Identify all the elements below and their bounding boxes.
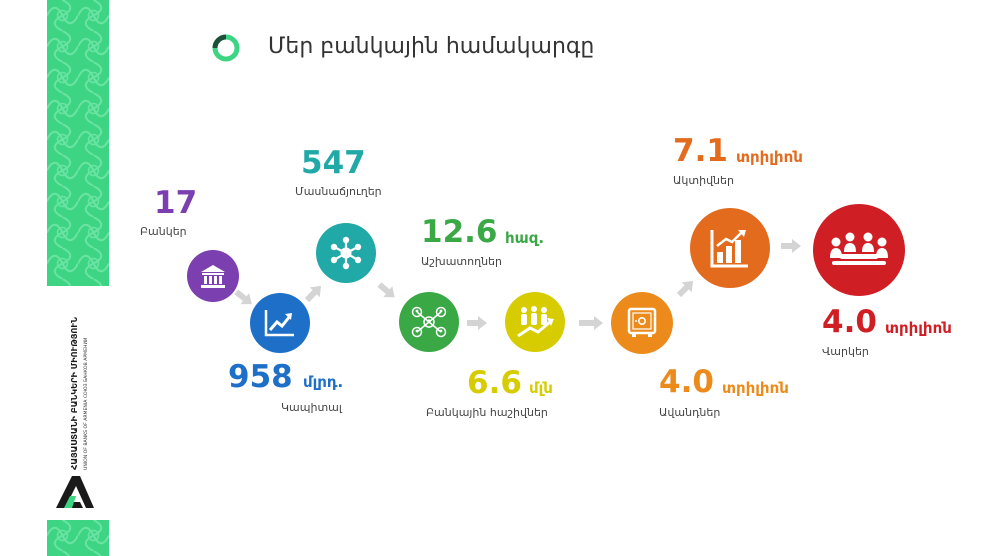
decorative-pattern-band-bottom xyxy=(47,520,109,556)
flow-arrow-icon xyxy=(304,285,322,303)
employees-icon-circle xyxy=(399,292,459,352)
assets-icon-circle xyxy=(690,208,770,288)
flow-arrow-icon xyxy=(377,282,395,298)
flow-arrow-icon xyxy=(781,239,801,253)
bar-chart-icon xyxy=(710,230,748,268)
banks-value: 17 xyxy=(154,185,198,221)
title-ring-icon xyxy=(212,34,240,62)
employees-label: Աշխատողներ xyxy=(421,255,502,268)
meeting-icon xyxy=(830,232,888,265)
loans-icon-circle xyxy=(813,204,905,296)
union-of-banks-logo: ՀԱՅԱՍՏԱՆԻ ԲԱՆԿԵՐԻ ՄԻՈՒԹՅՈՒՆ UNION OF BAN… xyxy=(44,292,114,518)
accounts-label: Բանկային հաշիվներ xyxy=(426,406,548,419)
flow-arrow-icon xyxy=(676,280,694,298)
accounts-unit: մլն xyxy=(529,379,553,397)
bank-icon xyxy=(201,265,225,288)
capital-icon-circle xyxy=(250,293,310,353)
accounts-icon-circle xyxy=(505,292,565,352)
network-icon xyxy=(330,236,362,270)
employees-unit: հազ. xyxy=(505,229,545,247)
assets-value: 7.1 xyxy=(673,133,728,169)
capital-value: 958 xyxy=(228,359,293,395)
assets-label: Ակտիվներ xyxy=(673,174,734,187)
assets-unit: տրիլիոն xyxy=(736,148,803,166)
deposits-label: Ավանդներ xyxy=(659,406,721,419)
people-network-icon xyxy=(411,306,447,338)
decorative-pattern-band-top xyxy=(47,0,109,286)
page-title: Մեր բանկային համակարգը xyxy=(268,34,595,59)
branches-icon-circle xyxy=(316,223,376,283)
loans-unit: տրիլիոն xyxy=(885,319,952,337)
capital-label: Կապիտալ xyxy=(281,401,342,414)
flow-arrow-icon xyxy=(467,316,487,330)
branches-value: 547 xyxy=(301,145,366,181)
loans-value: 4.0 xyxy=(822,304,877,340)
growth-chart-icon xyxy=(264,310,294,337)
deposits-icon-circle xyxy=(611,292,673,354)
loans-label: Վարկեր xyxy=(822,345,869,358)
logo-line1: ՀԱՅԱՍՏԱՆԻ ԲԱՆԿԵՐԻ ՄԻՈՒԹՅՈՒՆ xyxy=(69,317,79,470)
banks-label: Բանկեր xyxy=(140,225,187,238)
deposits-unit: տրիլիոն xyxy=(722,379,789,397)
accounts-value: 6.6 xyxy=(467,365,522,401)
capital-unit: մլրդ. xyxy=(303,373,344,391)
people-growth-icon xyxy=(517,306,554,338)
banks-icon-circle xyxy=(187,250,239,302)
branches-label: Մասնաճյուղեր xyxy=(295,185,382,198)
employees-value: 12.6 xyxy=(421,214,498,250)
safe-icon xyxy=(627,307,657,337)
deposits-value: 4.0 xyxy=(659,364,714,400)
flow-arrow-icon xyxy=(579,316,603,330)
logo-mark-icon xyxy=(56,476,94,508)
logo-line2: UNION OF BANKS OF ARMENIA СОЮЗ БАНКОВ АР… xyxy=(83,338,89,470)
flow-arrow-icon xyxy=(234,289,252,305)
